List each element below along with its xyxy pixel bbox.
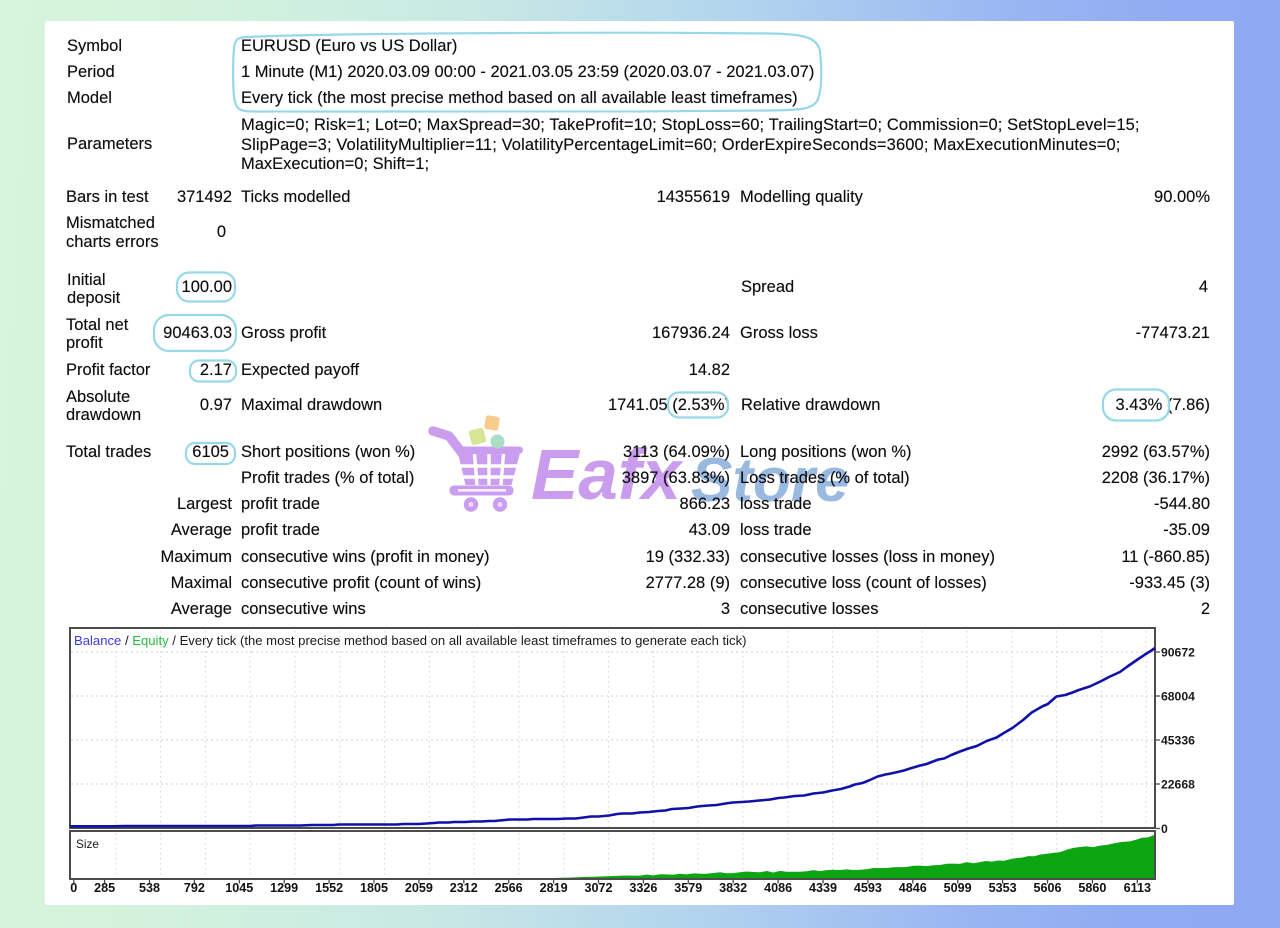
svg-text:2566: 2566 [495, 881, 523, 895]
svg-text:Balance / Equity / Every tick: Balance / Equity / Every tick (the most … [74, 633, 747, 648]
svg-text:5353: 5353 [989, 881, 1017, 895]
svg-text:3832: 3832 [719, 881, 747, 895]
svg-text:45336: 45336 [1161, 734, 1195, 748]
svg-text:3579: 3579 [674, 881, 702, 895]
svg-text:4593: 4593 [854, 881, 882, 895]
svg-text:2059: 2059 [405, 881, 433, 895]
svg-text:4086: 4086 [764, 881, 792, 895]
svg-text:3072: 3072 [584, 881, 612, 895]
svg-text:22668: 22668 [1161, 778, 1195, 792]
svg-text:Size: Size [76, 837, 99, 851]
svg-text:1805: 1805 [360, 881, 388, 895]
svg-text:4339: 4339 [809, 881, 837, 895]
svg-text:1552: 1552 [315, 881, 343, 895]
svg-text:5099: 5099 [944, 881, 972, 895]
svg-text:1045: 1045 [225, 881, 253, 895]
svg-text:Store: Store [691, 446, 849, 515]
svg-text:4846: 4846 [899, 881, 927, 895]
svg-text:538: 538 [139, 881, 160, 895]
svg-text:3326: 3326 [629, 881, 657, 895]
svg-text:6113: 6113 [1124, 881, 1151, 895]
svg-text:0: 0 [70, 881, 77, 895]
svg-text:68004: 68004 [1161, 690, 1195, 704]
svg-text:1299: 1299 [270, 881, 298, 895]
svg-text:5606: 5606 [1033, 881, 1061, 895]
svg-text:90672: 90672 [1161, 646, 1195, 660]
svg-text:792: 792 [184, 881, 205, 895]
svg-text:0: 0 [1161, 822, 1168, 836]
svg-text:Eafx: Eafx [531, 436, 683, 515]
svg-text:285: 285 [94, 881, 115, 895]
svg-text:2312: 2312 [450, 881, 478, 895]
svg-text:5860: 5860 [1078, 881, 1106, 895]
svg-text:2819: 2819 [540, 881, 568, 895]
